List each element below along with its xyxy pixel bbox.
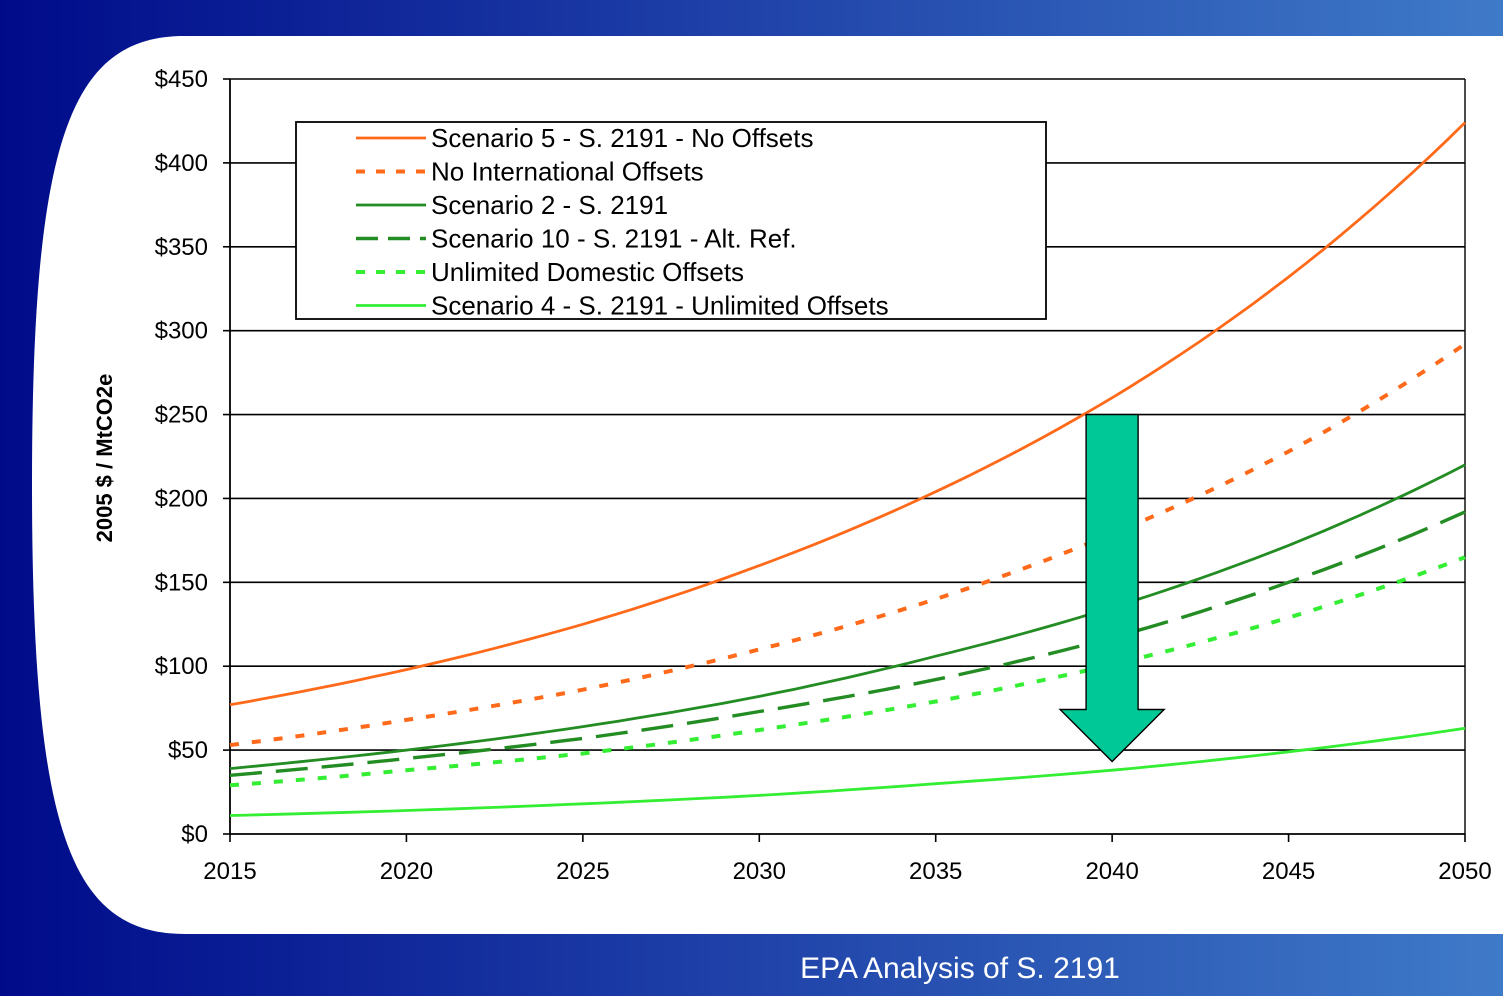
series-line-6 bbox=[229, 726, 1466, 817]
y-tick-label: $350 bbox=[155, 234, 208, 261]
series-line-5 bbox=[229, 555, 1466, 788]
legend-item-label: No International Offsets bbox=[431, 157, 704, 187]
x-tick-label: 2045 bbox=[1262, 858, 1315, 885]
x-tick-label: 2030 bbox=[733, 858, 786, 885]
y-tick-label: $450 bbox=[155, 66, 208, 93]
axes: $0 $50 $100 $150 $200 $250 $300 $350 $400 $450 201… bbox=[155, 66, 1492, 885]
x-tick-label: 2040 bbox=[1085, 858, 1138, 885]
x-tick-label: 2020 bbox=[380, 858, 433, 885]
y-tick-label: $100 bbox=[155, 653, 208, 680]
y-tick-label: $50 bbox=[168, 737, 208, 764]
series-line-3 bbox=[229, 463, 1466, 770]
legend-item-label: Unlimited Domestic Offsets bbox=[431, 257, 744, 287]
y-tick-label: $400 bbox=[155, 150, 208, 177]
x-tick-label: 2035 bbox=[909, 858, 962, 885]
x-tick-label: 2050 bbox=[1438, 858, 1491, 885]
x-tick-label: 2025 bbox=[556, 858, 609, 885]
series-lines bbox=[229, 121, 1467, 817]
series-line-4 bbox=[229, 510, 1466, 777]
legend: Scenario 5 - S. 2191 - No Offsets No Inte… bbox=[295, 121, 1047, 321]
y-tick-label: $200 bbox=[155, 485, 208, 512]
legend-item-label: Scenario 10 - S. 2191 - Alt. Ref. bbox=[431, 224, 797, 254]
legend-item-label: Scenario 5 - S. 2191 - No Offsets bbox=[431, 123, 813, 153]
y-tick-label: $300 bbox=[155, 318, 208, 345]
down-arrow-icon bbox=[1058, 413, 1166, 763]
y-tick-label: $250 bbox=[155, 402, 208, 429]
y-tick-label: $150 bbox=[155, 569, 208, 596]
y-tick-label: $0 bbox=[181, 821, 208, 848]
legend-item-label: Scenario 2 - S. 2191 bbox=[431, 190, 668, 220]
x-tick-label: 2015 bbox=[203, 858, 256, 885]
series-line-1 bbox=[229, 121, 1466, 707]
annotation-arrow bbox=[1058, 413, 1166, 763]
legend-item-label: Scenario 4 - S. 2191 - Unlimited Offsets bbox=[431, 291, 889, 321]
legend-box bbox=[295, 121, 1047, 320]
y-axis-label: 2005 $ / MtCO2e bbox=[92, 374, 117, 543]
footer-title: EPA Analysis of S. 2191 bbox=[800, 952, 1120, 985]
